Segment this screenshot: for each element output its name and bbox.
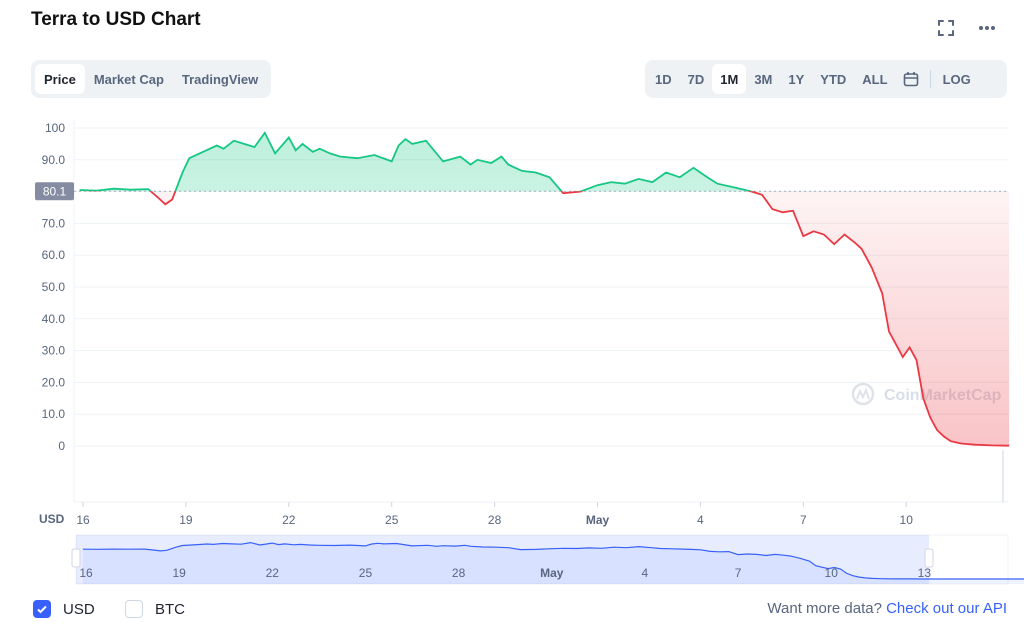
y-tick-label: 0 xyxy=(58,439,65,453)
log-toggle[interactable]: LOG xyxy=(942,71,971,87)
price-line-up xyxy=(79,131,754,192)
price-series xyxy=(79,131,1010,502)
page-title: Terra to USD Chart xyxy=(31,9,201,30)
x-tick-label: 19 xyxy=(179,513,193,527)
navigator-tick-label: 16 xyxy=(79,566,93,580)
y-tick-label: 90.0 xyxy=(42,153,66,167)
range-1m[interactable]: 1M xyxy=(712,64,747,94)
range-ytd[interactable]: YTD xyxy=(820,71,847,87)
tab-market-cap[interactable]: Market Cap xyxy=(93,71,164,87)
navigator-tick-label: 28 xyxy=(452,566,466,580)
api-promo-text: Want more data? xyxy=(767,600,882,617)
y-tick-label: 100 xyxy=(45,121,65,135)
navigator-tick-label: 13 xyxy=(918,566,932,580)
api-link[interactable]: Check out our API xyxy=(886,600,1007,617)
navigator-tick-label: 19 xyxy=(172,566,186,580)
navigator-selection xyxy=(76,535,929,584)
navigator-tick-label: 22 xyxy=(266,566,280,580)
api-promo: Want more data? Check out our API xyxy=(767,600,1007,617)
x-tick-label: 7 xyxy=(800,513,807,527)
y-tick-label: 10.0 xyxy=(42,407,66,421)
y-tick-label: 40.0 xyxy=(42,312,66,326)
navigator-line xyxy=(82,541,1024,580)
price-line-down xyxy=(90,191,1010,447)
checkbox-btc[interactable] xyxy=(125,600,143,618)
range-tabs: 1D 7D 1M 3M 1Y YTD ALL LOG xyxy=(645,60,1007,98)
navigator-tick-label: 4 xyxy=(642,566,649,580)
more-horizontal-icon[interactable] xyxy=(977,18,997,38)
y-tick-label: 60.0 xyxy=(42,248,66,262)
range-1d[interactable]: 1D xyxy=(655,71,672,87)
price-tag-label: 80.1 xyxy=(43,184,67,198)
navigator-tick-label: 25 xyxy=(359,566,373,580)
currency-btc-label: BTC xyxy=(155,600,185,618)
range-3m[interactable]: 3M xyxy=(754,71,773,87)
range-divider xyxy=(929,70,931,88)
x-axis: 16 19 22 25 28 May 4 7 10 xyxy=(76,502,913,527)
tab-tradingview[interactable]: TradingView xyxy=(181,71,259,87)
x-tick-label: May xyxy=(586,513,610,527)
x-tick-label: 28 xyxy=(488,513,502,527)
current-price-tag: 80.1 xyxy=(35,182,74,201)
navigator-tick-label: 7 xyxy=(735,566,742,580)
range-all[interactable]: ALL xyxy=(862,71,888,87)
price-chart: 10090.080.070.060.050.040.030.020.010.00… xyxy=(35,120,1024,585)
y-tick-label: 70.0 xyxy=(42,216,66,230)
checkbox-usd[interactable] xyxy=(33,600,51,618)
currency-usd-label: USD xyxy=(63,600,95,618)
navigator-tick-label: 10 xyxy=(825,566,839,580)
tab-price[interactable]: Price xyxy=(35,64,85,94)
range-7d[interactable]: 7D xyxy=(687,71,705,87)
navigator-handle[interactable] xyxy=(924,548,934,568)
navigator-tick-label: May xyxy=(540,566,564,580)
currency-usd-toggle[interactable]: USD xyxy=(33,600,95,618)
range-1y[interactable]: 1Y xyxy=(788,71,805,87)
view-tabs: Price Market Cap TradingView xyxy=(31,60,272,98)
x-tick-label: 4 xyxy=(697,513,704,527)
navigator-handle[interactable] xyxy=(71,548,81,568)
x-tick-label: 22 xyxy=(282,513,296,527)
expand-icon[interactable] xyxy=(936,18,956,38)
range-navigator[interactable]: 16 19 22 25 28 May 4 7 10 13 xyxy=(71,534,1024,585)
coinmarketcap-logo-icon xyxy=(851,382,875,406)
y-tick-label: 20.0 xyxy=(42,375,66,389)
y-tick-label: 30.0 xyxy=(42,344,66,358)
x-tick-label: 16 xyxy=(76,513,90,527)
navigator-area xyxy=(82,542,1024,584)
area-above-reference xyxy=(79,132,751,192)
x-tick-label: 25 xyxy=(385,513,399,527)
area-below-reference xyxy=(79,191,1010,446)
currency-btc-toggle[interactable]: BTC xyxy=(125,600,185,618)
currency-axis-label: USD xyxy=(39,512,65,526)
calendar-icon[interactable] xyxy=(896,64,926,94)
y-tick-label: 50.0 xyxy=(42,280,66,294)
x-tick-label: 10 xyxy=(900,513,914,527)
price-tag-bg xyxy=(35,182,74,201)
